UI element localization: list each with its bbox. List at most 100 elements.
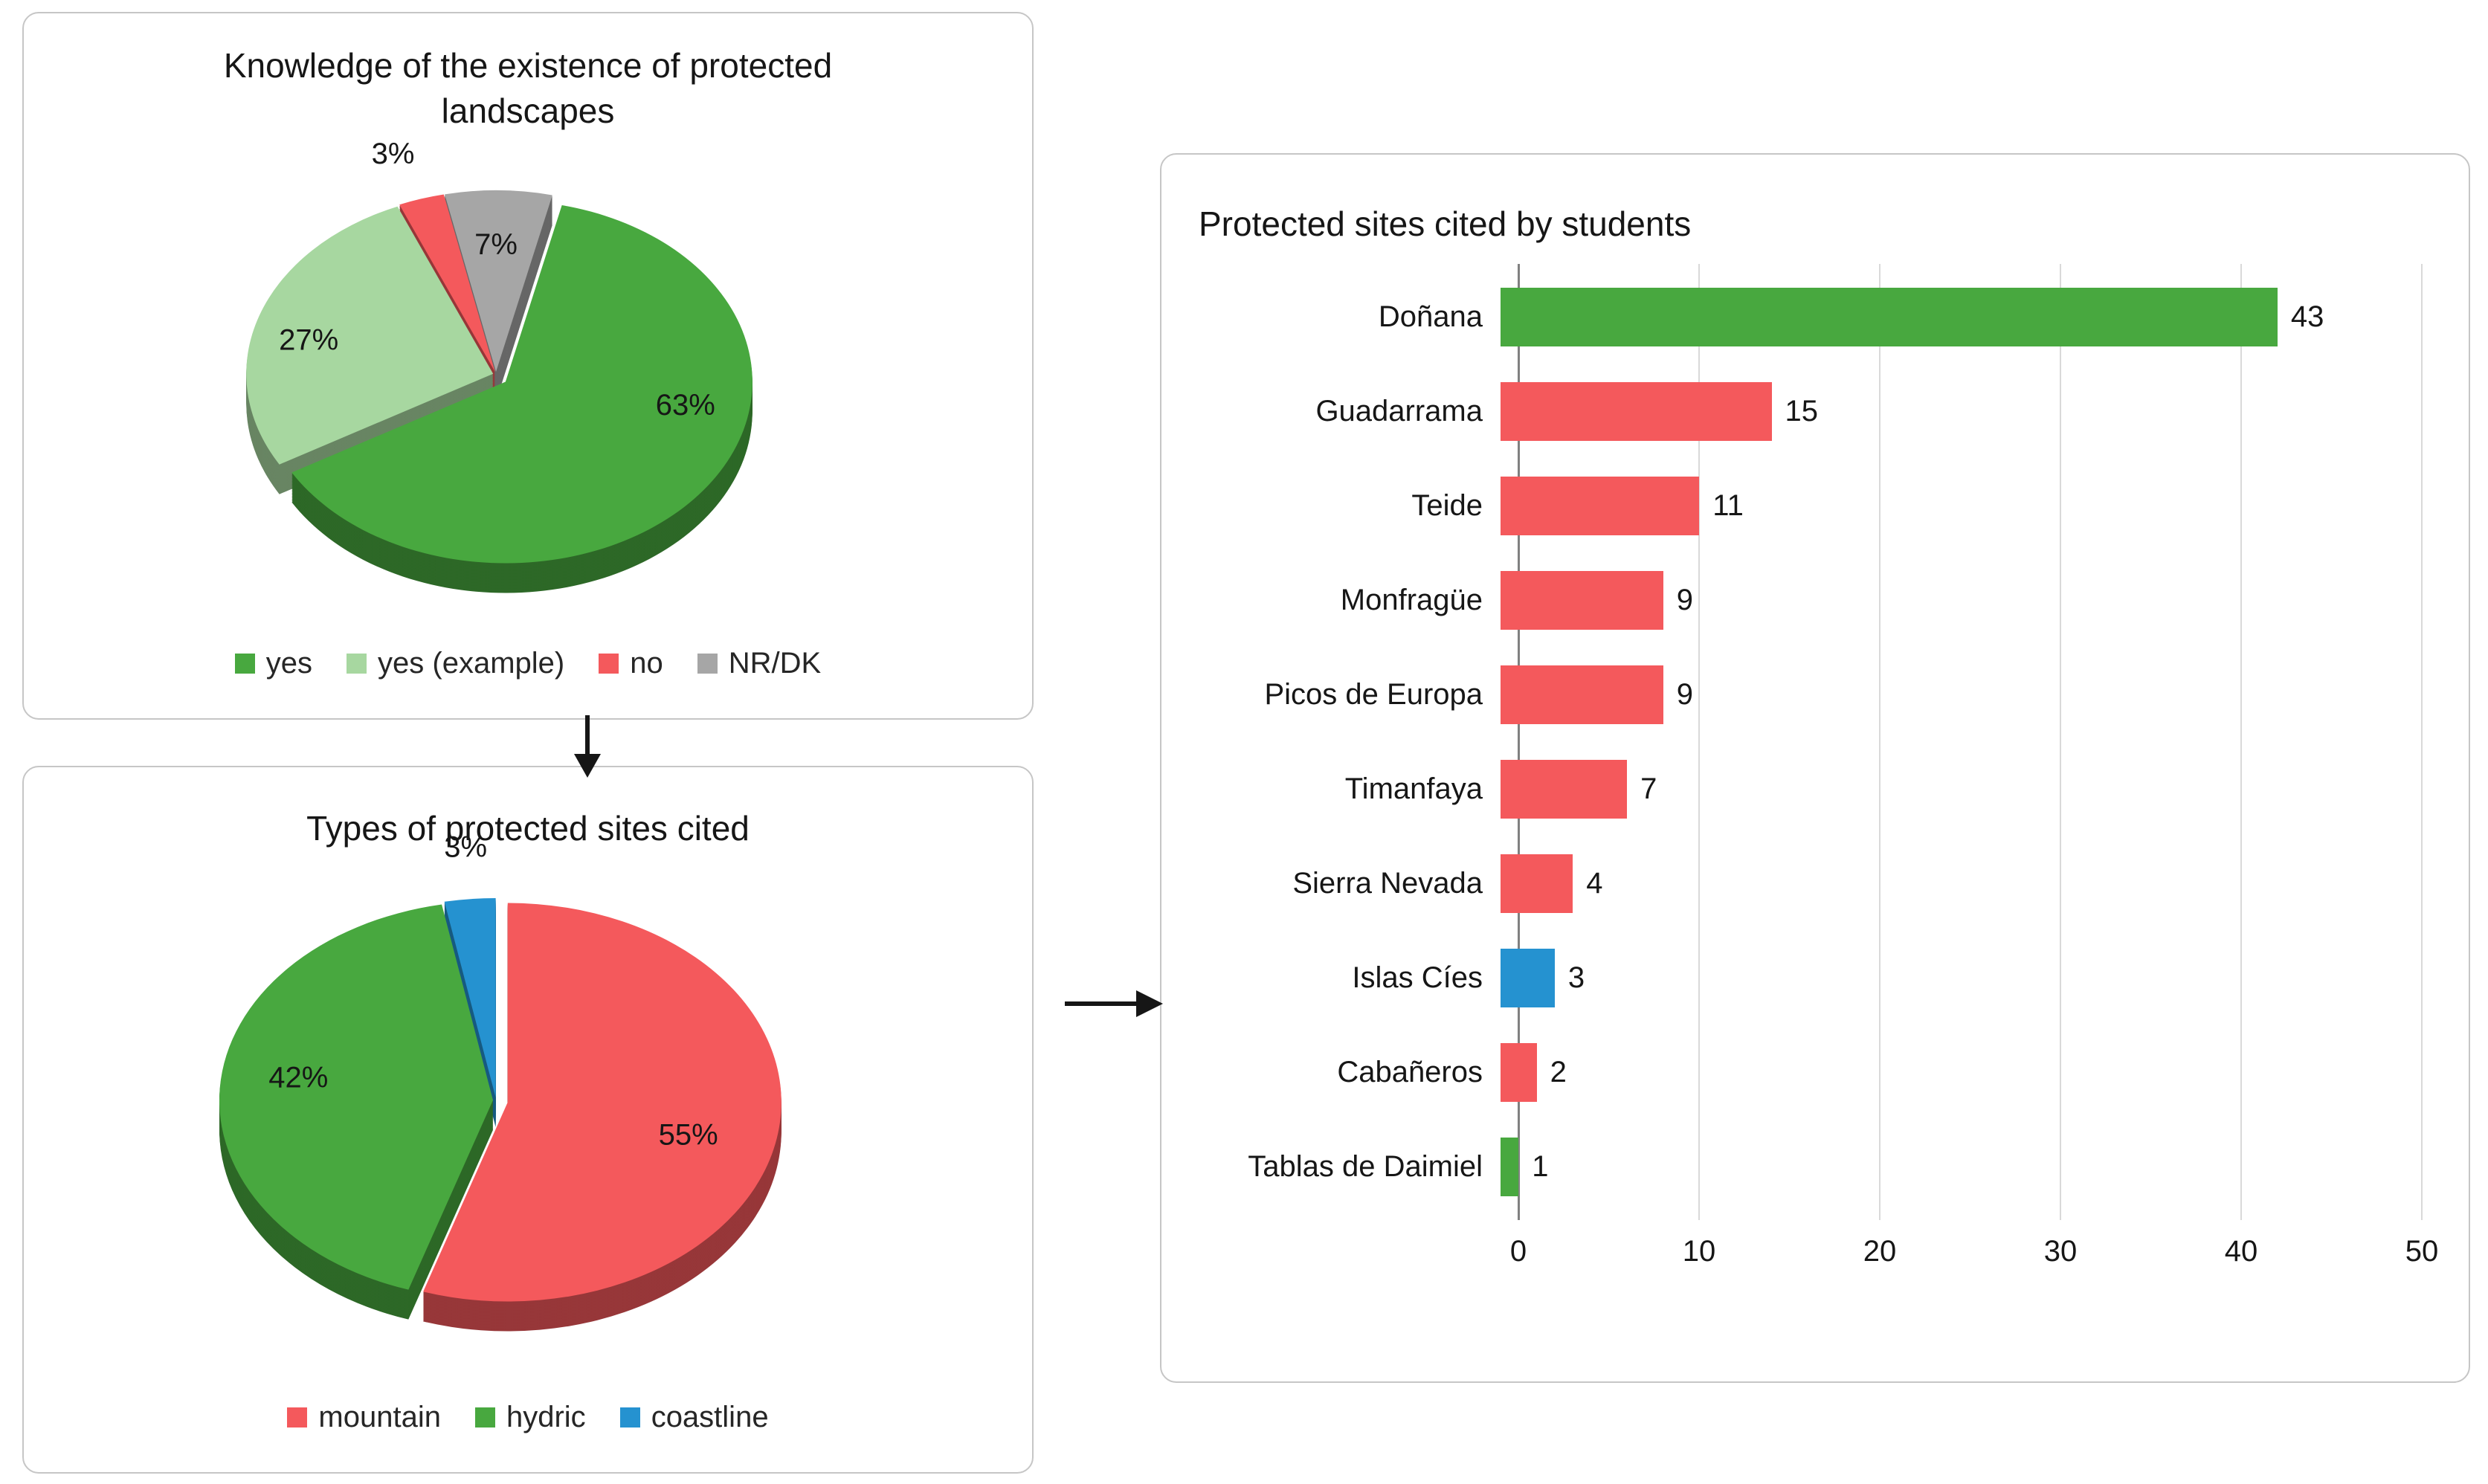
x-tick-label: 30	[2043, 1235, 2078, 1268]
arrow-down-icon	[574, 715, 601, 778]
legend-swatch-icon	[474, 1407, 495, 1427]
knowledge-pie-title: Knowledge of the existence of protected …	[223, 46, 833, 130]
pie-slice-nr-dk	[445, 190, 552, 372]
bar-category-label: Timanfaya	[1344, 772, 1483, 805]
x-tick-label: 10	[1682, 1235, 1716, 1268]
arrow-right-icon	[1065, 990, 1163, 1017]
bar-row-guadarrama: Guadarrama 15	[1161, 364, 2469, 459]
bar-plot-area: Doñana 43 Guadarrama 15 Teide 11 Monfragüe 9 Pic…	[1161, 264, 2469, 1268]
bar-category-label: Doñana	[1378, 300, 1483, 333]
pie-percent-label-mountain: 55%	[659, 1119, 718, 1152]
x-tick-label: 0	[1509, 1235, 1527, 1268]
types-pie-chart: 55% 42% 3%	[219, 831, 781, 1332]
bar-value-label: 1	[1532, 1150, 1549, 1183]
bar-value-label: 3	[1567, 961, 1585, 994]
x-tick-label: 50	[2405, 1235, 2439, 1268]
knowledge-pie-chart: 7% 63% 27% 3%	[246, 138, 752, 593]
legend-item-coastline: coastline	[619, 1401, 769, 1434]
gridline	[1698, 264, 1700, 1220]
legend-label: no	[630, 647, 663, 680]
pie-percent-label-nr-dk: 7%	[474, 228, 518, 261]
bar-tablas-de-daimiel	[1501, 1138, 1519, 1196]
bar-category-label: Teide	[1411, 489, 1483, 522]
bar-monfrag-e	[1501, 571, 1663, 630]
bar-track: 7	[1501, 742, 2404, 836]
pie-percent-label-hydric: 42%	[268, 1062, 328, 1094]
pie-percent-label-yes-example: 27%	[279, 323, 338, 356]
bar-track: 11	[1501, 459, 2404, 553]
pie-slice-coastline	[444, 898, 496, 1098]
bar-islas-c-es	[1501, 949, 1555, 1007]
legend-item-nr-dk: NR/DK	[697, 647, 821, 680]
gridlines	[1518, 264, 2423, 1220]
bar-row-tablas-de-daimiel: Tablas de Daimiel 1	[1161, 1120, 2469, 1214]
pie-slice-no	[399, 194, 495, 372]
bar-value-label: 2	[1550, 1056, 1567, 1088]
gridline	[2240, 264, 2242, 1220]
bar-value-label: 4	[1586, 867, 1603, 900]
bar-value-label: 43	[2290, 300, 2324, 333]
pie-percent-label-no: 3%	[372, 138, 415, 170]
bar-category-label: Islas Cíes	[1352, 961, 1483, 994]
bar-value-label: 9	[1676, 678, 1693, 711]
legend-label: NR/DK	[728, 647, 822, 680]
bar-value-label: 11	[1712, 489, 1744, 522]
legend-swatch-icon	[619, 1407, 640, 1427]
gridline	[2060, 264, 2061, 1220]
gridline	[2421, 264, 2423, 1220]
bar-category-label: Picos de Europa	[1264, 678, 1483, 711]
bar-category-label: Tablas de Daimiel	[1248, 1150, 1483, 1183]
legend-label: yes (example)	[378, 647, 565, 680]
legend-item-mountain: mountain	[287, 1401, 441, 1434]
y-axis-line	[1518, 264, 1520, 1220]
bar-row-teide: Teide 11	[1161, 459, 2469, 553]
bar-category-label: Guadarrama	[1315, 395, 1483, 428]
legend-item-yes-example: yes (example)	[347, 647, 564, 680]
bar-category-label: Cabañeros	[1337, 1056, 1483, 1088]
bar-track: 9	[1501, 553, 2404, 648]
bar-do-ana	[1501, 288, 2278, 346]
legend-swatch-icon	[599, 654, 619, 674]
bar-category-label: Monfragüe	[1340, 584, 1483, 616]
x-axis-ticks: 0 10 20 30 40 50	[1510, 1235, 2438, 1277]
bar-track: 43	[1501, 270, 2404, 364]
legend-swatch-icon	[234, 654, 255, 674]
bar-picos-de-europa	[1501, 665, 1663, 724]
pie-slice-hydric	[219, 904, 494, 1290]
pie-slice-yes	[291, 204, 752, 564]
bar-guadarrama	[1501, 382, 1772, 441]
gridline	[1879, 264, 1880, 1220]
bar-row-timanfaya: Timanfaya 7	[1161, 742, 2469, 836]
bar-sierra-nevada	[1501, 854, 1573, 913]
bar-value-label: 9	[1676, 584, 1693, 616]
knowledge-pie-legend: yes yes (example) no NR/DK	[24, 647, 1032, 680]
bar-track: 15	[1501, 364, 2404, 459]
bar-timanfaya	[1501, 760, 1628, 819]
legend-item-no: no	[599, 647, 663, 680]
legend-label: coastline	[651, 1401, 769, 1433]
legend-label: yes	[265, 647, 313, 680]
bar-row-monfrag-e: Monfragüe 9	[1161, 553, 2469, 648]
types-pie-panel: Types of protected sites cited 55% 42% 3% …	[22, 766, 1034, 1474]
pie-percent-label-coastline: 3%	[444, 831, 487, 864]
types-pie-legend: mountain hydric coastline	[24, 1401, 1032, 1434]
legend-swatch-icon	[697, 654, 718, 674]
bar-track: 9	[1501, 648, 2404, 742]
bar-value-label: 15	[1785, 395, 1819, 428]
bar-chart-panel: Protected sites cited by students Doñana…	[1160, 153, 2470, 1383]
x-tick-label: 40	[2224, 1235, 2258, 1268]
bar-row-do-ana: Doñana 43	[1161, 270, 2469, 364]
bar-teide	[1501, 477, 1700, 535]
legend-label: hydric	[506, 1401, 586, 1433]
pie-percent-label-yes: 63%	[656, 389, 715, 422]
bar-track: 2	[1501, 1025, 2404, 1120]
legend-item-hydric: hydric	[474, 1401, 586, 1434]
bar-track: 3	[1501, 931, 2404, 1025]
types-pie-title: Types of protected sites cited	[306, 809, 750, 848]
bar-chart-title: Protected sites cited by students	[1199, 204, 1692, 243]
bar-row-caba-eros: Cabañeros 2	[1161, 1025, 2469, 1120]
bar-track: 1	[1501, 1120, 2404, 1214]
bar-caba-eros	[1501, 1043, 1537, 1102]
bar-rows: Doñana 43 Guadarrama 15 Teide 11 Monfragüe 9 Pic…	[1161, 270, 2469, 1214]
